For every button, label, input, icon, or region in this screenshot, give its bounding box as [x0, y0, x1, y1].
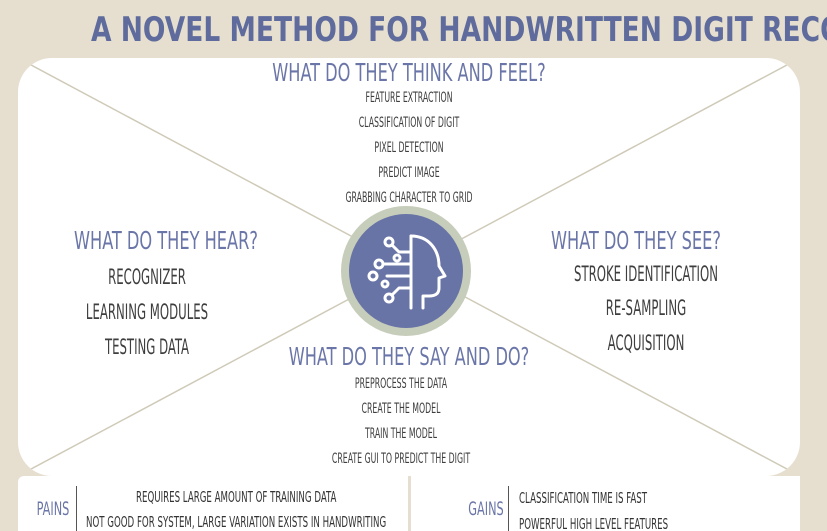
gains-panel: Gains Classification time is fast Powerf…	[411, 476, 800, 531]
gains-item: Classification time is fast	[519, 489, 648, 507]
think-feel-item: Feature Extraction	[365, 90, 453, 106]
gains-label: Gains	[468, 498, 504, 520]
gains-item: Powerful high level features	[519, 515, 669, 531]
say-do-item: Train the Model	[364, 426, 438, 442]
hear-heading: What do they hear?	[74, 226, 258, 255]
empathy-map-board: What do they think and feel? Feature Ext…	[18, 58, 800, 476]
ai-head-icon	[367, 234, 447, 310]
see-item: Acquisition	[607, 331, 685, 355]
pains-panel: Pains Requires large amount of training …	[18, 476, 408, 531]
see-item: Stroke Identification	[574, 262, 718, 286]
pains-label: Pains	[36, 498, 70, 520]
page-title: A Novel Method for Handwritten Digit Rec…	[90, 10, 827, 50]
think-feel-item: Classification of Digit	[358, 115, 460, 131]
center-icon-disc	[349, 214, 463, 328]
think-feel-item: Pixel Detection	[374, 140, 444, 156]
say-do-item: Create the Model	[361, 401, 441, 417]
pains-item: Not good for system, large variation exi…	[86, 513, 387, 531]
center-icon-ring	[341, 206, 471, 336]
hear-item: Recognizer	[108, 265, 186, 289]
see-heading: What do they see?	[551, 226, 721, 255]
see-item: Re-Sampling	[605, 296, 687, 320]
say-do-item: Create GUI to Predict the Digit	[331, 451, 471, 467]
hear-item: Learning Modules	[85, 300, 209, 324]
say-do-item: Preprocess the Data	[354, 376, 448, 392]
pains-divider	[76, 486, 77, 531]
think-feel-item: Grabbing Character to Grid	[345, 190, 473, 206]
hear-item: Testing Data	[104, 335, 190, 359]
say-do-heading: What do they say and do?	[288, 342, 530, 371]
think-feel-heading: What do they think and feel?	[272, 58, 546, 87]
pains-item: Requires large amount of training data	[136, 488, 337, 506]
think-feel-item: Predict Image	[378, 165, 440, 181]
gains-divider	[508, 486, 509, 531]
